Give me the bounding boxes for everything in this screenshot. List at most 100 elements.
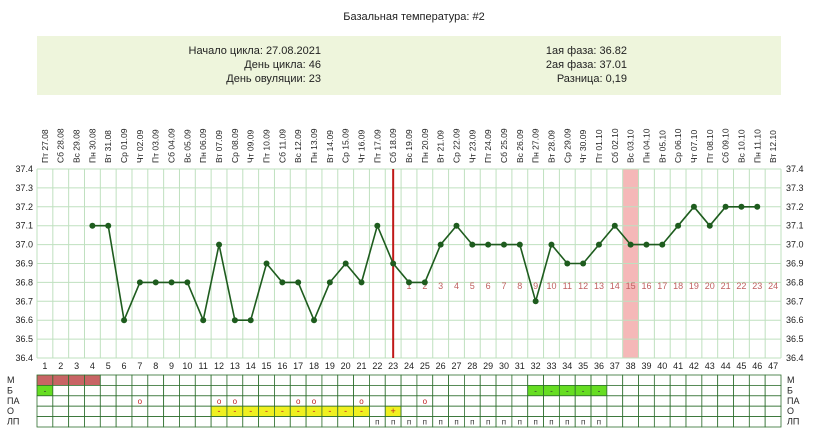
y-tick-left: 36.4 [15, 353, 33, 363]
symptom-cell [226, 416, 244, 428]
symptom-cell [147, 374, 165, 386]
symptom-cell [748, 395, 766, 407]
symptom-cell [52, 405, 70, 418]
date-label: Вт 31.08 [103, 130, 113, 163]
y-tick-left: 37.2 [15, 202, 33, 212]
symptom-cell [400, 395, 418, 407]
day-number: 28 [467, 361, 477, 371]
symptom-cell [701, 405, 719, 418]
temperature-point [722, 203, 729, 210]
symptom-label-left: ПА [7, 396, 19, 406]
symptom-cell [163, 395, 180, 407]
symptom-cell [274, 384, 291, 397]
symptom-cell [163, 374, 180, 386]
symptom-cell [606, 405, 624, 418]
day-number: 9 [169, 361, 174, 371]
symptom-cell [653, 384, 671, 397]
symptom-cell [733, 405, 750, 418]
symptom-cell [511, 384, 529, 397]
symptom-cell [321, 374, 339, 386]
symptom-cell [590, 374, 608, 386]
day-number: 6 [122, 361, 127, 371]
symptom-cell [701, 416, 719, 428]
symptom-cell [258, 416, 275, 428]
temperature-point [231, 317, 238, 324]
symptom-cell [479, 374, 497, 386]
symptom-cell [701, 395, 719, 407]
symptom-cell [495, 374, 513, 386]
post-ovulation-label: 16 [641, 281, 651, 291]
temperature-point [136, 279, 143, 286]
temperature-point [627, 241, 634, 248]
symptom-cell [84, 395, 101, 407]
symptom-cell [511, 405, 529, 418]
symptom-cell [764, 384, 782, 397]
temperature-point [421, 279, 428, 286]
temperature-point [469, 241, 476, 248]
date-label: Ср 01.09 [119, 128, 129, 163]
day-number: 25 [420, 361, 430, 371]
symptom-cell [590, 395, 608, 407]
symptom-mark: - [550, 386, 553, 395]
symptom-cell [52, 384, 70, 397]
post-ovulation-label: 10 [546, 281, 556, 291]
temperature-point [548, 241, 555, 248]
symptom-mark: п [502, 418, 506, 427]
temperature-point [675, 222, 682, 229]
post-ovulation-label: 18 [673, 281, 683, 291]
symptom-cell [653, 416, 671, 428]
post-ovulation-label: 14 [610, 281, 620, 291]
symptom-mark: - [249, 406, 252, 416]
symptom-mark: o [233, 397, 238, 406]
day-number: 38 [626, 361, 636, 371]
date-label: Вс 12.09 [293, 129, 303, 163]
day-number: 20 [341, 361, 351, 371]
symptom-mark: + [391, 406, 396, 416]
temperature-point [453, 222, 460, 229]
symptom-cell [194, 416, 212, 428]
symptom-cell [733, 384, 750, 397]
symptom-cell [432, 395, 449, 407]
symptom-cell [574, 405, 592, 418]
date-label: Сб 04.09 [167, 128, 177, 163]
post-ovulation-label: 1 [406, 281, 411, 291]
temperature-point [643, 241, 650, 248]
post-ovulation-label: 9 [533, 281, 538, 291]
post-ovulation-label: 4 [454, 281, 459, 291]
post-ovulation-label: 23 [752, 281, 762, 291]
date-label: Сб 11.09 [277, 129, 287, 163]
symptom-cell [748, 374, 766, 386]
symptom-cell [622, 384, 639, 397]
y-tick-left: 36.6 [15, 315, 33, 325]
temperature-point [247, 317, 254, 324]
symptom-cell [638, 395, 655, 407]
symptom-cell [574, 374, 592, 386]
date-label: Пт 27.08 [40, 129, 50, 163]
temperature-point [611, 222, 618, 229]
date-label: Пт 01.10 [594, 129, 604, 163]
symptom-cell [717, 384, 734, 397]
symptom-cell [416, 405, 434, 418]
temperature-point [311, 317, 318, 324]
temperature-point [342, 260, 349, 267]
symptom-cell [115, 395, 133, 407]
symptom-cell [84, 416, 101, 428]
symptom-mark: п [486, 418, 490, 427]
temperature-point [263, 260, 270, 267]
symptom-cell [258, 384, 275, 397]
date-label: Пн 06.09 [198, 128, 208, 163]
date-label: Сб 09.10 [721, 128, 731, 163]
date-label: Пт 03.09 [151, 129, 161, 163]
y-tick-right: 36.7 [786, 296, 804, 306]
temperature-point [358, 279, 365, 286]
symptom-cell [606, 395, 624, 407]
symptom-mark: п [407, 418, 411, 427]
symptom-mark: - [598, 386, 601, 395]
post-ovulation-label: 13 [594, 281, 604, 291]
symptom-cell [685, 405, 703, 418]
symptom-mark: п [423, 418, 427, 427]
day-number: 13 [230, 361, 240, 371]
symptom-cell [52, 395, 70, 407]
difference: Разница: 0,19 [556, 73, 627, 85]
day-number: 31 [515, 361, 525, 371]
